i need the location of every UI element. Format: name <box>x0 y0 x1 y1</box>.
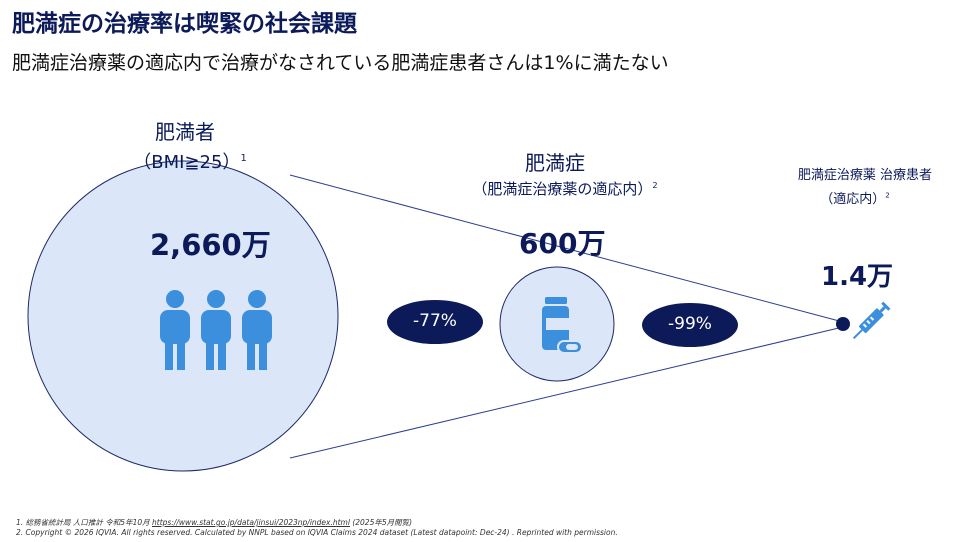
group-3-value: 1.4万 <box>821 262 894 292</box>
treated-dot <box>836 317 850 331</box>
group-2-value: 600万 <box>519 227 606 260</box>
funnel-line-bottom <box>289 326 844 459</box>
group-1-value: 2,660万 <box>150 228 271 262</box>
medicine-bottle-icon <box>542 297 583 354</box>
reduction-badge-99 <box>642 303 738 347</box>
group-1-sublabel: （BMI≧25）1 <box>133 152 247 173</box>
footnote-2: 2. Copyright © 2026 IQVIA. All rights re… <box>16 528 618 537</box>
footnote-1: 1. 総務省統計局 人口推計 令和5年10月 https://www.stat.… <box>16 518 413 527</box>
group-3-sublabel: （適応内）2 <box>820 190 890 207</box>
page-subtitle: 肥満症治療薬の適応内で治療がなされている肥満症患者さんは1%に満たない <box>12 52 669 74</box>
reduction-label-77: -77% <box>413 311 457 331</box>
group-2-label: 肥満症 <box>525 151 585 175</box>
reduction-badge-77 <box>387 300 483 344</box>
syringe-icon <box>852 301 891 340</box>
page-title: 肥満症の治療率は喫緊の社会課題 <box>12 11 357 37</box>
people-icon <box>160 290 272 370</box>
reduction-label-99: -99% <box>668 314 712 334</box>
source-link[interactable]: https://www.stat.go.jp/data/jinsui/2023n… <box>152 518 350 527</box>
group-1-label: 肥満者 <box>155 120 215 144</box>
funnel-line-top <box>289 174 844 323</box>
group-2-sublabel: （肥満症治療薬の適応内）2 <box>472 180 658 198</box>
group-3-label: 肥満症治療薬 治療患者 <box>797 168 933 183</box>
